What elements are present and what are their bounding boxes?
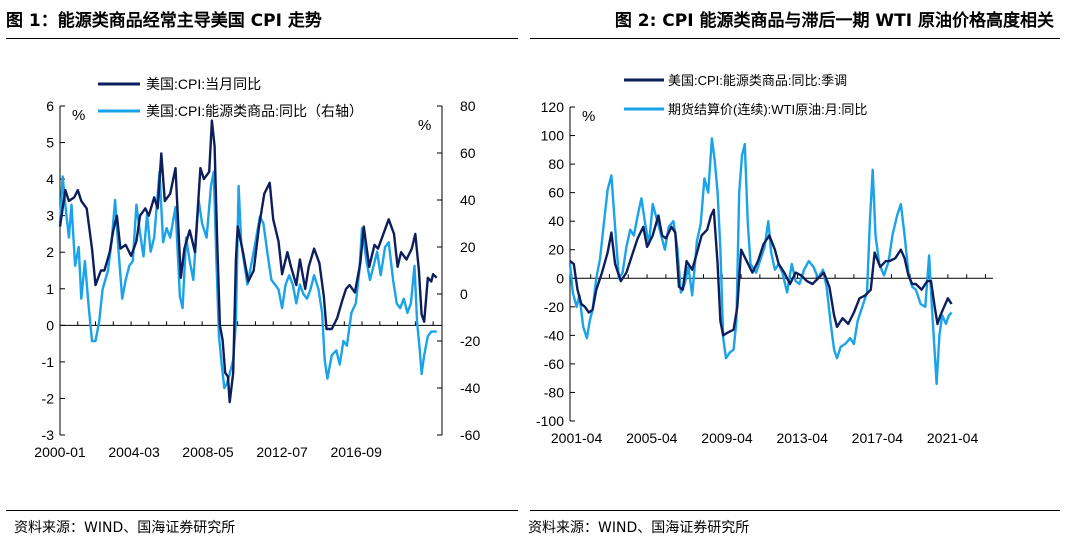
chart1-y-tick-label-left: -1 — [42, 354, 55, 370]
chart1-legend-label-2: 美国:CPI:能源类商品:同比（右轴） — [146, 103, 363, 119]
chart1-y-tick-label-right: 60 — [460, 145, 476, 161]
chart1-y-tick-label-right: -40 — [460, 380, 480, 396]
chart2-x-tick-label: 2005-04 — [626, 430, 678, 446]
chart2-y-tick-label-left: 100 — [541, 128, 565, 144]
chart1-y-tick-label-right: -60 — [460, 427, 480, 443]
chart2-y-tick-label-left: 40 — [548, 213, 564, 229]
chart2-series-line-1 — [569, 208, 953, 337]
chart1-y-tick-label-left: 6 — [46, 98, 54, 114]
chart1-x-tick-label: 2004-03 — [108, 444, 160, 460]
chart1-y-tick-label-right: 20 — [460, 239, 476, 255]
chart1-x-tick-label: 2012-07 — [256, 444, 308, 460]
chart1-y-tick-label-right: 80 — [460, 98, 476, 114]
chart2-y-tick-label-left: -20 — [544, 299, 564, 315]
chart1-title: 图 1：能源类商品经常主导美国 CPI 走势 — [6, 11, 322, 31]
chart1-y-tick-label-right: 0 — [460, 286, 468, 302]
chart2-y-tick-label-left: 20 — [548, 242, 564, 258]
chart2-y-unit-left: % — [582, 108, 595, 125]
chart1-y-tick-label-right: 40 — [460, 192, 476, 208]
chart2-title: 图 2: CPI 能源类商品与滞后一期 WTI 原油价格高度相关 — [614, 11, 1054, 31]
chart2-series-line-2 — [568, 137, 953, 386]
chart1-y-tick-label-left: 0 — [46, 317, 54, 333]
chart1-y-tick-label-left: 4 — [46, 171, 54, 187]
chart2-y-tick-label-left: -100 — [536, 413, 564, 429]
chart1-y-tick-label-right: -20 — [460, 333, 480, 349]
chart2-y-tick-label-left: 0 — [556, 270, 564, 286]
chart2-x-tick-label: 2001-04 — [551, 430, 603, 446]
chart2-x-tick-label: 2017-04 — [852, 430, 904, 446]
chart2-x-tick-label: 2021-04 — [927, 430, 979, 446]
chart2-x-tick-label: 2013-04 — [776, 430, 828, 446]
title-rule-left — [6, 38, 518, 39]
chart2-y-tick-label-left: -60 — [544, 356, 564, 372]
chart2-y-tick-label-left: -40 — [544, 327, 564, 343]
chart1-y-unit-left: % — [72, 107, 85, 124]
chart2-x-tick-label: 2009-04 — [701, 430, 753, 446]
chart2-legend-label-1: 美国:CPI:能源类商品:同比:季调 — [668, 73, 847, 88]
chart2-y-tick-label-left: 120 — [541, 99, 565, 115]
chart1-series-line-1 — [58, 119, 438, 404]
chart1-y-tick-label-left: 3 — [46, 208, 54, 224]
chart1-x-tick-label: 2000-01 — [34, 444, 86, 460]
chart1-y-tick-label-left: 1 — [46, 281, 54, 297]
chart1-y-tick-label-left: 2 — [46, 244, 54, 260]
chart2-legend-label-2: 期货结算价(连续):WTI原油:月:同比 — [668, 102, 867, 117]
chart2-y-tick-label-left: -80 — [544, 384, 564, 400]
title-rule-right — [530, 38, 1060, 39]
chart1-source: 资料来源：WIND、国海证券研究所 — [14, 520, 236, 536]
chart1-x-tick-label: 2016-09 — [330, 444, 382, 460]
chart1-y-tick-label-left: -2 — [42, 390, 55, 406]
chart1-y-tick-label-left: 5 — [46, 135, 54, 151]
chart2-y-tick-label-left: 80 — [548, 156, 564, 172]
chart1-x-tick-label: 2008-05 — [182, 444, 234, 460]
chart1-legend-label-1: 美国:CPI:当月同比 — [146, 76, 261, 92]
source-rule-left — [6, 510, 518, 511]
chart1-y-tick-label-left: -3 — [42, 427, 55, 443]
chart1-y-unit-right: % — [418, 117, 431, 134]
source-rule-right — [530, 510, 1060, 511]
chart2-y-tick-label-left: 60 — [548, 185, 564, 201]
chart2-source: 资料来源：WIND、国海证券研究所 — [528, 520, 750, 536]
